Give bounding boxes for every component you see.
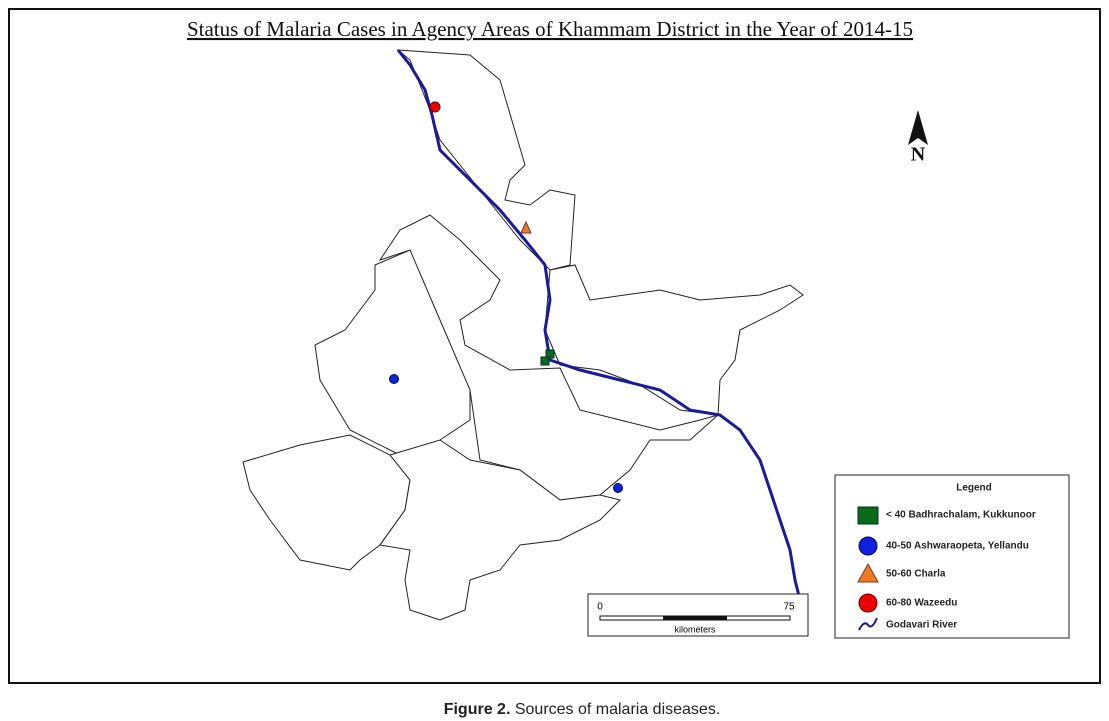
legend-box	[834, 474, 1070, 639]
legend-title: Legend	[956, 483, 992, 494]
caption-text: Sources of malaria diseases.	[515, 701, 720, 718]
badhrachalam-marker	[545, 349, 555, 359]
scale-segment	[663, 616, 727, 620]
legend-symbol	[857, 506, 879, 525]
scale-start: 0	[597, 602, 603, 613]
godavari-river	[396, 49, 802, 601]
mandal	[544, 264, 804, 416]
scale-unit: kilometers	[674, 624, 716, 634]
scale-end: 75	[783, 602, 795, 613]
north-label: N	[911, 144, 926, 166]
legend: Legend < 40 Badhrachalam, Kukkunoor 40-5…	[834, 474, 1070, 639]
charla-marker	[520, 220, 532, 234]
mandal	[379, 439, 621, 621]
legend-symbol	[858, 593, 878, 613]
ashwaraopeta-marker	[613, 483, 623, 493]
legend-label: 50-60 Charla	[886, 569, 946, 580]
scale-box	[587, 593, 809, 637]
north-arrow: N	[908, 110, 928, 166]
yellandu-marker	[389, 374, 399, 384]
legend-symbol	[858, 617, 878, 631]
mandals	[242, 49, 804, 621]
map-title: Status of Malaria Cases in Agency Areas …	[187, 17, 913, 41]
kukkunoor-marker	[540, 356, 550, 366]
legend-symbol	[858, 536, 878, 556]
caption: Figure 2. Sources of malaria diseases.	[444, 701, 721, 718]
legend-symbol	[857, 562, 879, 583]
legend-label: < 40 Badhrachalam, Kukkunoor	[886, 510, 1036, 521]
caption-label: Figure 2.	[444, 701, 511, 718]
legend-label: 60-80 Wazeedu	[886, 598, 957, 609]
scale-bar: 0 75 kilometers	[587, 593, 809, 637]
legend-label: 40-50 Ashwaraopeta, Yellandu	[886, 541, 1029, 552]
wazeedu-marker	[429, 101, 441, 113]
legend-label: Godavari River	[886, 620, 957, 631]
